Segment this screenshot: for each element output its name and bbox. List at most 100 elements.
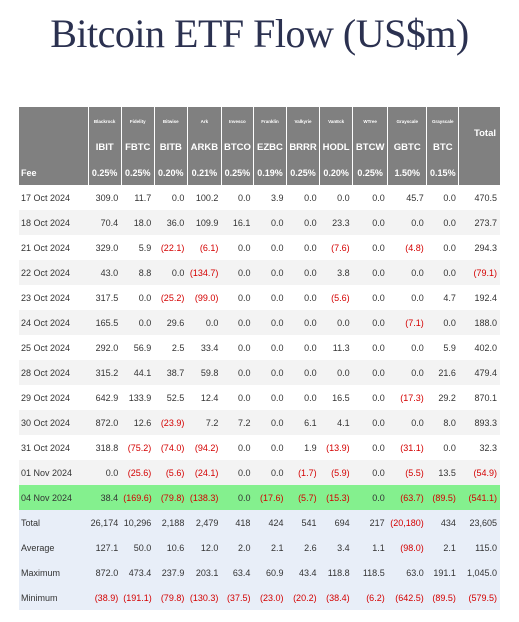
summary-value: 118.8 xyxy=(319,560,353,585)
flow-value: 0.0 xyxy=(237,292,251,303)
summary-value: (130.3) xyxy=(187,585,222,610)
summary-value: 43.4 xyxy=(286,560,320,585)
summary-value: (38.9) xyxy=(88,585,122,610)
fee-label: Fee xyxy=(19,160,89,185)
date: 01 Nov 2024 xyxy=(19,460,89,485)
flow-value: (6.1) xyxy=(199,242,219,253)
provider-name: Franklin xyxy=(252,107,287,135)
table-body: 17 Oct 2024 309.0 11.7 0.0 100.2 0.0 3.9 0.0 0.0… xyxy=(19,185,500,610)
data-row: 29 Oct 2024 642.9 133.9 52.5 12.4 0.0 0.0 0.0 16… xyxy=(19,385,500,410)
summary-value: 50.0 xyxy=(121,535,155,560)
summary-value: (38.4) xyxy=(319,585,353,610)
flow-value: 870.1 xyxy=(474,392,497,403)
flow-value: 0.0 xyxy=(271,392,284,403)
flow-value: 402.0 xyxy=(474,342,497,353)
flow-value: 292.0 xyxy=(95,342,119,353)
ticker: FBTC xyxy=(120,135,155,160)
data-row: 18 Oct 2024 70.4 18.0 36.0 109.9 16.1 0.0 0.0 23… xyxy=(19,210,500,235)
fee-empty xyxy=(458,160,500,185)
summary-value: 203.1 xyxy=(187,560,222,585)
flow-value: 70.4 xyxy=(88,210,122,235)
ticker: BTC xyxy=(426,135,459,160)
flow-value: 273.7 xyxy=(458,210,500,235)
flow-value: 0.0 xyxy=(304,242,317,253)
summary-label: Average xyxy=(19,535,89,560)
flow-value: 133.9 xyxy=(128,392,152,403)
data-row: 28 Oct 2024 315.2 44.1 38.7 59.8 0.0 0.0 0.0 0.0… xyxy=(19,360,500,385)
flow-value: 21.6 xyxy=(426,360,459,385)
flow-value: 7.2 xyxy=(187,410,222,435)
flow-value: (17.3) xyxy=(400,392,424,403)
flow-value: 0.0 xyxy=(187,310,222,335)
flow-value: 0.0 xyxy=(387,360,427,385)
date: 21 Oct 2024 xyxy=(21,242,71,253)
flow-value: (7.1) xyxy=(387,310,427,335)
flow-value: 7.2 xyxy=(221,410,254,435)
flow-value: 0.0 xyxy=(411,292,424,303)
summary-row: Total 26,174 10,296 2,188 2,479 418 424 541 694 2… xyxy=(19,510,500,535)
fee: 0.15% xyxy=(426,160,459,185)
flow-value: 0.0 xyxy=(387,260,427,285)
flow-value: 0.0 xyxy=(387,410,427,435)
flow-value: 0.0 xyxy=(138,292,152,303)
flow-value: 0.0 xyxy=(237,392,251,403)
flow-value: 29.2 xyxy=(438,392,456,403)
flow-value: 0.0 xyxy=(372,242,385,253)
flow-value: 0.0 xyxy=(372,292,385,303)
flow-value: 0.0 xyxy=(411,342,424,353)
flow-value: 0.0 xyxy=(443,192,456,203)
flow-value: 0.0 xyxy=(304,392,317,403)
flow-value: 188.0 xyxy=(458,310,500,335)
flow-value: 0.0 xyxy=(304,292,317,303)
flow-value: 0.0 xyxy=(304,192,317,203)
summary-value: (642.5) xyxy=(387,585,427,610)
flow-value: 0.0 xyxy=(286,310,320,335)
flow-value: 893.3 xyxy=(458,410,500,435)
summary-value: (23.0) xyxy=(253,585,287,610)
provider-row: Blackrock Fidelity Bitwise Ark Invesco Frankl… xyxy=(19,107,500,160)
title: Bitcoin ETF Flow (US$m) xyxy=(50,11,469,56)
flow-value: 44.1 xyxy=(121,360,155,385)
flow-value: (75.2) xyxy=(127,442,152,453)
flow-value: 0.0 xyxy=(352,260,388,285)
flow-value: 318.8 xyxy=(95,442,119,453)
summary-value: 127.1 xyxy=(88,535,122,560)
summary-value: 1.1 xyxy=(352,535,388,560)
summary-value: (6.2) xyxy=(352,585,388,610)
summary-value: 237.9 xyxy=(154,560,188,585)
flow-value: (25.6) xyxy=(121,460,155,485)
summary-value: 541 xyxy=(286,510,320,535)
summary-value: 10,296 xyxy=(121,510,155,535)
flow-value: (24.1) xyxy=(187,460,222,485)
provider-name: Valkyrie xyxy=(286,107,320,135)
flow-value: 0.0 xyxy=(253,260,287,285)
flow-value: 11.3 xyxy=(332,342,350,353)
flow-value: (63.7) xyxy=(387,485,427,510)
flow-value: 5.9 xyxy=(443,342,456,353)
flow-value: 12.4 xyxy=(200,392,219,403)
data-row: 24 Oct 2024 165.5 0.0 29.6 0.0 0.0 0.0 0.0 0.0 0.… xyxy=(19,310,500,335)
flow-value: (13.9) xyxy=(326,442,350,453)
flow-value: 0.0 xyxy=(443,242,456,253)
data-row: 04 Nov 2024 38.4 (169.6) (79.8) (138.3) 0.0 (1… xyxy=(19,485,500,510)
fee: 0.25% xyxy=(120,160,155,185)
flow-value: 0.0 xyxy=(237,342,251,353)
provider-name: VanEck xyxy=(319,107,353,135)
ticker: EZBC xyxy=(252,135,287,160)
flow-value: 479.4 xyxy=(458,360,500,385)
flow-value: 11.7 xyxy=(134,192,152,203)
summary-value: (37.5) xyxy=(221,585,254,610)
flow-value: 0.0 xyxy=(372,342,385,353)
flow-value: 0.0 xyxy=(253,360,287,385)
ticker: GBTC xyxy=(387,135,427,160)
flow-value: 0.0 xyxy=(271,292,284,303)
ticker: BTCO xyxy=(220,135,254,160)
summary-value: (98.0) xyxy=(387,535,427,560)
date: 24 Oct 2024 xyxy=(19,310,89,335)
flow-value: (79.8) xyxy=(154,485,188,510)
flow-value: (15.3) xyxy=(319,485,353,510)
flow-value: 0.0 xyxy=(271,242,284,253)
flow-value: 12.6 xyxy=(121,410,155,435)
flow-value: 0.0 xyxy=(253,310,287,335)
fee: 0.25% xyxy=(352,160,388,185)
